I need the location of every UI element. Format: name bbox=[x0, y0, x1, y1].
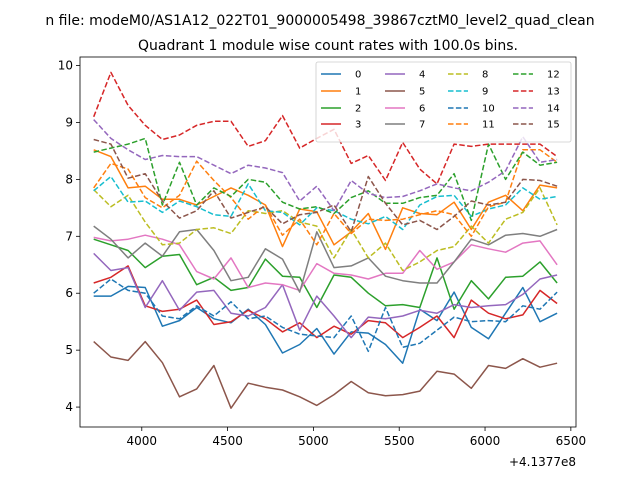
legend-label: 14 bbox=[547, 104, 560, 115]
legend-label: 7 bbox=[419, 120, 425, 131]
series-line-6 bbox=[93, 234, 558, 292]
series-line-5 bbox=[93, 340, 558, 409]
legend-label: 5 bbox=[419, 87, 425, 98]
series-line-0 bbox=[93, 285, 558, 364]
legend-label: 8 bbox=[482, 70, 488, 81]
legend-label: 2 bbox=[355, 104, 361, 115]
chart-title: Quadrant 1 module wise count rates with … bbox=[138, 38, 518, 54]
legend-entry: 4 bbox=[385, 70, 425, 81]
series-line-14 bbox=[93, 119, 558, 212]
x-tick-label: 5500 bbox=[384, 434, 415, 448]
chart-suptitle: n file: modeM0/AS1A12_022T01_9000005498_… bbox=[45, 13, 594, 29]
legend-label: 4 bbox=[419, 70, 425, 81]
legend-label: 15 bbox=[547, 120, 560, 131]
legend-entry: 11 bbox=[448, 120, 495, 131]
series-line-12 bbox=[93, 137, 558, 222]
legend-entry: 8 bbox=[448, 70, 488, 81]
legend-label: 12 bbox=[547, 70, 560, 81]
legend-entry: 14 bbox=[513, 104, 560, 115]
y-tick-label: 4 bbox=[65, 400, 73, 414]
x-tick-label: 4000 bbox=[127, 434, 158, 448]
series-line-11 bbox=[93, 149, 558, 246]
legend-entry: 6 bbox=[385, 104, 425, 115]
legend-entry: 13 bbox=[513, 87, 560, 98]
x-offset-text: +4.1377e8 bbox=[509, 455, 576, 469]
legend-label: 1 bbox=[355, 87, 361, 98]
legend-label: 13 bbox=[547, 87, 560, 98]
y-tick-label: 8 bbox=[65, 172, 73, 186]
y-tick-label: 10 bbox=[58, 59, 73, 73]
legend-label: 10 bbox=[482, 104, 495, 115]
plot-frame bbox=[79, 56, 577, 428]
legend-entry: 1 bbox=[321, 87, 361, 98]
legend-label: 11 bbox=[482, 120, 495, 131]
legend-entry: 15 bbox=[513, 120, 560, 131]
legend-label: 0 bbox=[355, 70, 361, 81]
legend-label: 3 bbox=[355, 120, 361, 131]
series-line-9 bbox=[93, 175, 558, 231]
legend-entry: 0 bbox=[321, 70, 361, 81]
legend-entry: 10 bbox=[448, 104, 495, 115]
series-layer bbox=[93, 71, 558, 409]
legend-entry: 9 bbox=[448, 87, 488, 98]
series-line-2 bbox=[93, 238, 558, 310]
legend-label: 9 bbox=[482, 87, 488, 98]
legend-label: 6 bbox=[419, 104, 425, 115]
x-tick-label: 6000 bbox=[470, 434, 501, 448]
y-tick-label: 7 bbox=[65, 229, 73, 243]
series-line-10 bbox=[93, 278, 558, 353]
x-tick-label: 4500 bbox=[212, 434, 243, 448]
y-tick-label: 6 bbox=[65, 286, 73, 300]
series-line-4 bbox=[93, 252, 558, 339]
y-tick-label: 9 bbox=[65, 115, 73, 129]
series-line-8 bbox=[93, 187, 558, 272]
x-tick-label: 6500 bbox=[556, 434, 587, 448]
legend-entry: 12 bbox=[513, 70, 560, 81]
series-line-15 bbox=[93, 138, 558, 233]
legend-entry: 2 bbox=[321, 104, 361, 115]
legend-entry: 7 bbox=[385, 120, 425, 131]
legend-entry: 3 bbox=[321, 120, 361, 131]
x-tick-label: 5000 bbox=[298, 434, 329, 448]
y-tick-label: 5 bbox=[65, 343, 73, 357]
legend-entry: 5 bbox=[385, 87, 425, 98]
legend-box bbox=[315, 61, 572, 143]
